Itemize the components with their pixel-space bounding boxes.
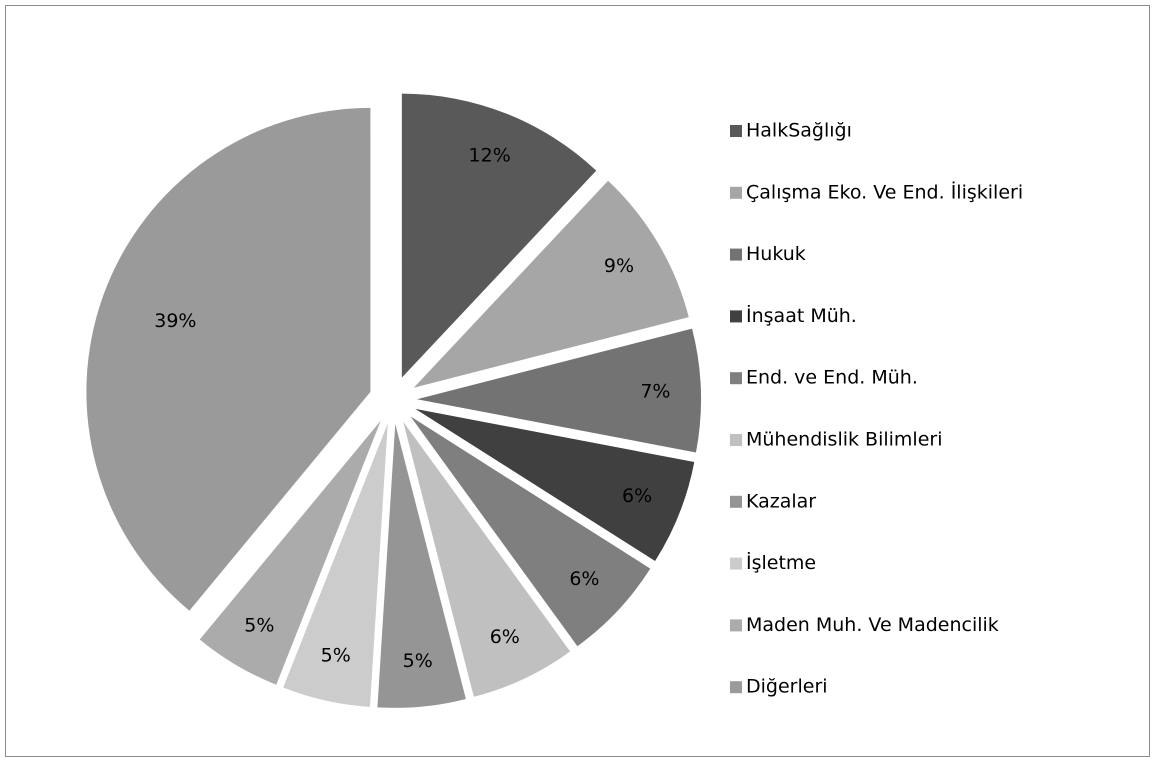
legend-swatch (730, 310, 742, 323)
data-label: 5% (321, 645, 351, 667)
data-label: 6% (490, 626, 520, 648)
data-label: 5% (403, 650, 433, 672)
legend-label: İnşaat Müh. (746, 304, 857, 327)
data-label: 5% (244, 614, 274, 636)
pie-slice (403, 421, 571, 697)
pie-slice (410, 416, 651, 647)
legend-swatch (730, 248, 742, 261)
pie-slice (401, 93, 597, 378)
data-label: 7% (640, 380, 670, 402)
pie-slice (415, 408, 695, 562)
pie-slice (86, 107, 371, 611)
legend-swatch (730, 495, 742, 508)
pie-slice (199, 420, 381, 685)
legend-label: Mühendislik Bilimleri (746, 429, 943, 451)
legend-label: Maden Muh. Ve Madencilik (746, 614, 999, 636)
legend-swatch (730, 125, 742, 137)
legend-swatch (730, 372, 742, 385)
pie-slice (416, 328, 701, 453)
pie-slice (413, 180, 689, 388)
legend-label: HalkSağlığı (746, 120, 852, 142)
data-label: 9% (604, 255, 634, 277)
data-label: 6% (622, 485, 652, 507)
legend-swatch (730, 557, 742, 570)
legend-label: End. ve End. Müh. (746, 367, 918, 389)
data-label: 6% (569, 568, 599, 590)
legend-label: İşletme (746, 551, 816, 574)
legend-label: Kazalar (746, 490, 816, 512)
legend-swatch (730, 619, 742, 632)
legend-label: Diğerleri (746, 676, 828, 698)
legend-swatch (730, 681, 742, 694)
pie-slice (377, 423, 466, 708)
pie-slice (283, 423, 388, 707)
legend-swatch (730, 434, 742, 446)
data-label: 12% (469, 144, 511, 166)
legend-label: Hukuk (746, 243, 806, 265)
legend-swatch (730, 186, 742, 199)
legend-label: Çalışma Eko. Ve End. İlişkileri (746, 180, 1023, 203)
data-label: 39% (154, 310, 196, 332)
